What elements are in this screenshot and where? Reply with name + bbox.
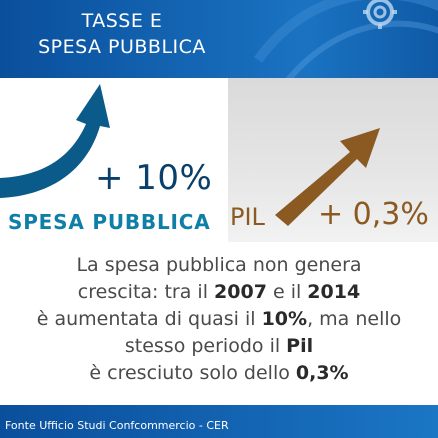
gear-icon [363, 0, 397, 29]
body-text: , ma nello [307, 308, 402, 330]
source-note: Fonte Ufficio Studi Confcommercio - CER [5, 419, 229, 432]
body-line: crescita: tra il 2007 e il 2014 [0, 279, 438, 306]
pil-growth-value: + 0,3% [318, 197, 429, 232]
year-end: 2014 [307, 281, 361, 303]
pil-word: Pil [286, 335, 314, 357]
body-text: crescita: tra il [77, 281, 215, 303]
curved-up-arrow-icon [0, 84, 110, 198]
pil-background-panel [228, 78, 438, 242]
spesa-growth-value: + 10% [95, 158, 213, 198]
body-text: è aumentata di quasi il [36, 308, 262, 330]
body-line: stesso periodo il Pil [0, 333, 438, 360]
footer-band: Fonte Ufficio Studi Confcommercio - CER [0, 405, 438, 438]
header-band: TASSE E SPESA PUBBLICA [0, 0, 438, 82]
year-start: 2007 [214, 281, 267, 303]
diagonal-up-arrow-icon [275, 128, 380, 226]
header-title-line2: SPESA PUBBLICA [38, 36, 206, 58]
pil-label: PIL [230, 203, 265, 231]
body-line: è aumentata di quasi il 10%, ma nello [0, 306, 438, 333]
spesa-label: SPESA PUBBLICA [8, 210, 211, 234]
body-paragraph: La spesa pubblica non genera crescita: t… [0, 252, 438, 387]
body-line: La spesa pubblica non genera [0, 252, 438, 279]
body-text: e il [266, 281, 308, 303]
header-title-line1: TASSE E [81, 10, 163, 32]
body-line: è cresciuto solo dello 0,3% [0, 360, 438, 387]
spesa-percent: 10% [261, 308, 308, 330]
decorative-swirl [253, 0, 438, 82]
body-text: stesso periodo il [124, 335, 287, 357]
pil-percent: 0,3% [295, 362, 349, 384]
body-text: è cresciuto solo dello [89, 362, 296, 384]
header-title-box: TASSE E SPESA PUBBLICA [12, 0, 205, 78]
body-text: La spesa pubblica non genera [76, 254, 362, 276]
